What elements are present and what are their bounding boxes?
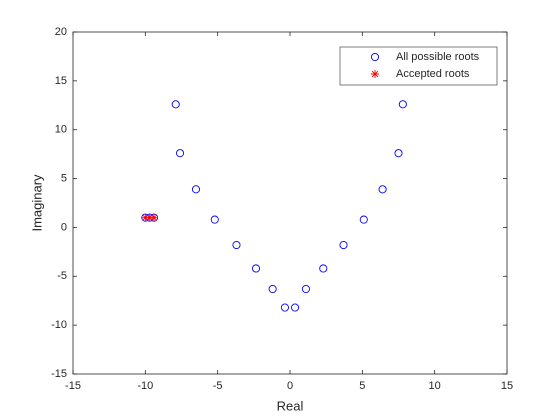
x-tick-label: -15 [65,380,81,392]
legend-label: Accepted roots [396,68,470,80]
x-tick-label: 5 [359,380,365,392]
circle-marker [268,284,277,294]
circle-marker [191,185,201,194]
star-marker [371,70,379,78]
plot-area [72,31,508,375]
circle-marker [319,264,328,273]
y-tick-label: 20 [55,26,67,38]
circle-marker [232,240,241,250]
x-tick-label: -10 [137,380,153,392]
x-tick-label: 10 [429,380,441,392]
x-tick-label: 0 [287,380,293,392]
circle-marker [171,100,180,109]
circle-marker [176,149,185,158]
circle-marker [359,215,368,224]
circle-marker [398,100,407,109]
legend-box [339,46,498,86]
y-tick-label: 10 [55,124,67,136]
star-marker [145,213,154,222]
circle-marker [280,303,289,312]
circle-marker [339,240,348,250]
y-tick-label: 0 [61,221,67,233]
y-tick-label: -10 [51,319,67,331]
star-marker [150,213,159,222]
circle-marker [291,303,300,312]
circle-marker [394,149,403,158]
y-tick-label: 15 [55,75,67,87]
circle-marker [251,264,261,273]
x-tick-label: -5 [213,380,223,392]
y-tick-label: -5 [57,270,67,282]
x-tick-label: 15 [501,380,513,392]
legend-label: All possible roots [396,51,480,63]
y-axis-label: Imaginary [29,174,44,232]
x-axis-label: Real [277,398,304,413]
circle-marker [210,215,219,224]
circle-marker [370,52,380,62]
circle-marker [378,185,387,194]
circle-marker [301,284,310,294]
y-tick-label: -15 [51,368,67,380]
star-marker [141,213,150,222]
y-tick-label: 5 [61,172,67,184]
